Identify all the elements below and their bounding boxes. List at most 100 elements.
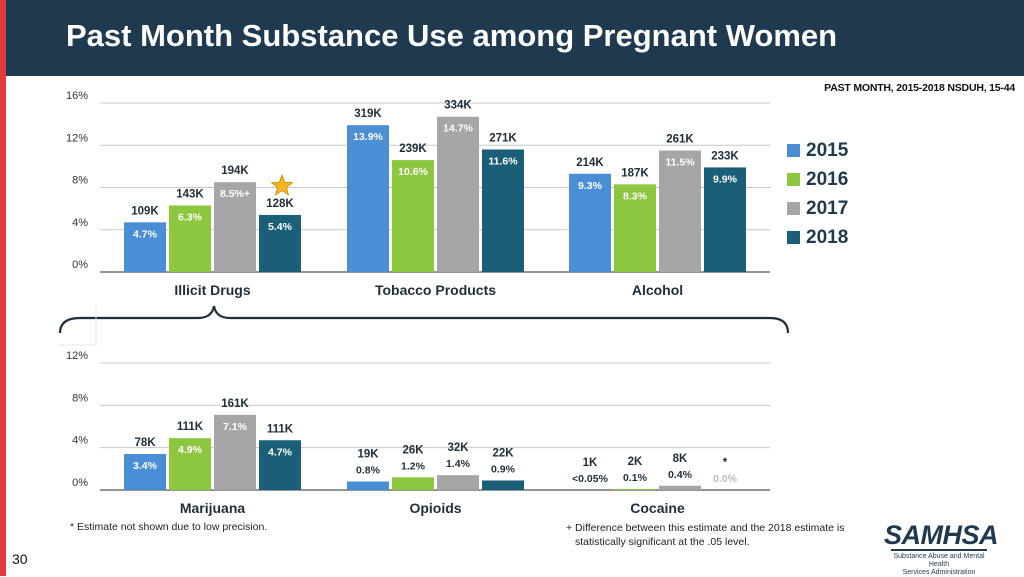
bar-illicit-drugs-2015 <box>124 222 166 272</box>
bar-alcohol-2018 <box>704 167 746 272</box>
count-label-opioids-2015: 19K <box>357 449 379 461</box>
category-label-marijuana: Marijuana <box>180 500 246 516</box>
value-label-marijuana-2016: 4.9% <box>178 444 203 456</box>
value-label-tobacco-products-2015: 13.9% <box>353 131 383 143</box>
value-label-tobacco-products-2016: 10.6% <box>398 166 428 178</box>
panel-bracket <box>58 305 790 334</box>
page-title: Past Month Substance Use among Pregnant … <box>66 18 838 53</box>
legend-item-2015: 2015 <box>787 136 848 165</box>
bar-marijuana-2015 <box>124 454 166 490</box>
category-label-tobacco-products: Tobacco Products <box>375 282 496 298</box>
y-tick-label-p1-1: 4% <box>72 435 88 447</box>
category-label-alcohol: Alcohol <box>632 282 683 298</box>
legend-item-2016: 2016 <box>787 165 848 194</box>
bar-illicit-drugs-2017 <box>214 182 256 272</box>
header-bar: Past Month Substance Use among Pregnant … <box>0 0 1024 76</box>
y-tick-label-p1-3: 12% <box>66 350 88 362</box>
footnote-significance-line2: statistically significant at the .05 lev… <box>575 536 750 548</box>
value-label-marijuana-2018: 4.7% <box>268 446 293 458</box>
count-label-opioids-2018: 22K <box>492 447 514 459</box>
bar-marijuana-2016 <box>169 438 211 490</box>
y-tick-label-p1-2: 8% <box>72 392 88 404</box>
count-label-marijuana-2016: 111K <box>177 421 204 433</box>
legend-swatch-2015 <box>787 144 800 157</box>
legend-label-2018: 2018 <box>806 226 849 248</box>
legend-swatch-2018 <box>787 231 800 244</box>
value-label-opioids-2016: 1.2% <box>401 460 426 472</box>
bar-cocaine-2016 <box>614 488 656 490</box>
value-label-illicit-drugs-2018: 5.4% <box>268 221 293 233</box>
value-label-opioids-2015: 0.8% <box>356 465 381 477</box>
legend: 2015 2016 2017 2018 <box>787 136 848 252</box>
value-label-marijuana-2015: 3.4% <box>133 460 158 472</box>
value-label-opioids-2018: 0.9% <box>491 463 516 475</box>
bar-opioids-2017 <box>437 475 479 490</box>
bar-opioids-2016 <box>392 477 434 490</box>
category-label-illicit-drugs: Illicit Drugs <box>174 282 250 298</box>
value-label-cocaine-2015: <0.05% <box>572 473 609 485</box>
legend-label-2017: 2017 <box>806 197 849 219</box>
bar-opioids-2015 <box>347 481 389 490</box>
value-label-opioids-2017: 1.4% <box>446 458 471 470</box>
legend-label-2016: 2016 <box>806 168 849 190</box>
count-label-alcohol-2017: 261K <box>666 134 694 146</box>
bar-alcohol-2016 <box>614 184 656 272</box>
legend-item-2017: 2017 <box>787 194 848 223</box>
source-label: PAST MONTH, 2015-2018 NSDUH, 15-44 <box>824 82 1015 94</box>
count-label-alcohol-2016: 187K <box>621 167 649 179</box>
bar-cocaine-2017 <box>659 485 701 490</box>
y-tick-label-p1-0: 0% <box>72 477 88 489</box>
value-label-cocaine-2018: 0.0% <box>713 473 738 485</box>
count-label-tobacco-products-2018: 271K <box>489 132 517 144</box>
count-label-illicit-drugs-2018: 128K <box>266 198 294 210</box>
y-tick-label-p0-1: 4% <box>72 217 88 229</box>
count-label-alcohol-2018: 233K <box>711 150 739 162</box>
count-label-marijuana-2015: 78K <box>134 437 156 449</box>
logo-rule <box>891 549 987 551</box>
bar-alcohol-2015 <box>569 173 611 272</box>
category-label-cocaine: Cocaine <box>630 500 685 516</box>
count-label-marijuana-2017: 161K <box>221 398 249 410</box>
logo-subtitle-line1: Substance Abuse and Mental Health <box>893 553 985 568</box>
value-label-illicit-drugs-2016: 6.3% <box>178 211 203 223</box>
value-label-illicit-drugs-2017: 8.5%+ <box>220 188 250 200</box>
logo-subtitle-line2: Services Administration <box>902 569 976 576</box>
value-label-marijuana-2017: 7.1% <box>223 421 248 433</box>
bar-marijuana-2017 <box>214 414 256 490</box>
bar-tobacco-products-2018 <box>482 149 524 272</box>
count-label-opioids-2017: 32K <box>447 442 469 454</box>
bar-illicit-drugs-2018 <box>259 214 301 272</box>
y-tick-label-p0-4: 16% <box>66 90 88 102</box>
footnote-significance: + Difference between this estimate and t… <box>566 521 866 549</box>
value-label-illicit-drugs-2015: 4.7% <box>133 228 158 240</box>
y-tick-label-p0-0: 0% <box>72 259 88 271</box>
count-label-alcohol-2015: 214K <box>576 157 604 169</box>
count-label-illicit-drugs-2017: 194K <box>221 165 249 177</box>
bar-illicit-drugs-2016 <box>169 205 211 272</box>
legend-item-2018: 2018 <box>787 223 848 252</box>
count-label-cocaine-2018: * <box>723 457 728 469</box>
value-label-tobacco-products-2018: 11.6% <box>488 155 518 167</box>
count-label-tobacco-products-2015: 319K <box>354 108 382 120</box>
bar-tobacco-products-2015 <box>347 125 389 273</box>
bar-opioids-2018 <box>482 480 524 490</box>
count-label-cocaine-2015: 1K <box>583 457 598 469</box>
bar-marijuana-2018 <box>259 440 301 490</box>
count-label-marijuana-2018: 111K <box>267 423 294 435</box>
count-label-cocaine-2016: 2K <box>628 456 643 468</box>
count-label-cocaine-2017: 8K <box>673 453 688 465</box>
legend-swatch-2017 <box>787 202 800 215</box>
count-label-illicit-drugs-2015: 109K <box>131 205 159 217</box>
y-tick-label-p0-3: 12% <box>66 132 88 144</box>
logo-wordmark: SAMHSA <box>884 520 999 550</box>
bar-alcohol-2017 <box>659 150 701 272</box>
count-label-opioids-2016: 26K <box>402 444 424 456</box>
page-number: 30 <box>12 551 28 567</box>
footnote-low-precision: * Estimate not shown due to low precisio… <box>70 521 268 533</box>
y-tick-label-p0-2: 8% <box>72 175 88 187</box>
legend-swatch-2016 <box>787 173 800 186</box>
footnote-significance-line1: + Difference between this estimate and t… <box>566 522 845 534</box>
value-label-cocaine-2016: 0.1% <box>623 472 648 484</box>
category-label-opioids: Opioids <box>409 500 461 516</box>
